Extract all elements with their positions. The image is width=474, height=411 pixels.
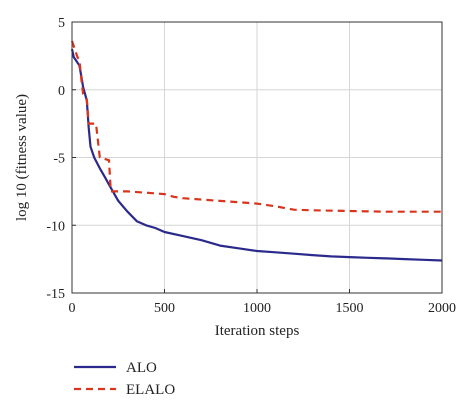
y-tick-label: -15 xyxy=(46,287,65,302)
x-tick-label: 0 xyxy=(69,301,76,316)
series-lines xyxy=(70,40,443,262)
x-tick-label: 1000 xyxy=(243,301,271,316)
series-line-elalo xyxy=(70,40,442,213)
y-tick-label: -10 xyxy=(46,219,65,234)
x-axis-label: Iteration steps xyxy=(215,323,300,339)
y-tick-label: 5 xyxy=(58,16,65,31)
legend-label-alo: ALO xyxy=(126,360,157,376)
axis-ticks: 0 500 1000 1500 2000 5 0 -5 -10 -15 xyxy=(46,16,456,316)
y-tick-label: -5 xyxy=(53,152,65,167)
y-tick-label: 0 xyxy=(58,84,65,99)
x-tick-label: 500 xyxy=(154,301,175,316)
legend-label-elalo: ELALO xyxy=(126,382,175,398)
x-tick-label: 1500 xyxy=(336,301,364,316)
legend: ALO ELALO xyxy=(74,360,175,398)
x-tick-label: 2000 xyxy=(428,301,456,316)
y-axis-label: log 10 (fitness value) xyxy=(14,94,30,221)
grid-lines xyxy=(71,21,443,294)
series-line-alo xyxy=(70,48,443,262)
